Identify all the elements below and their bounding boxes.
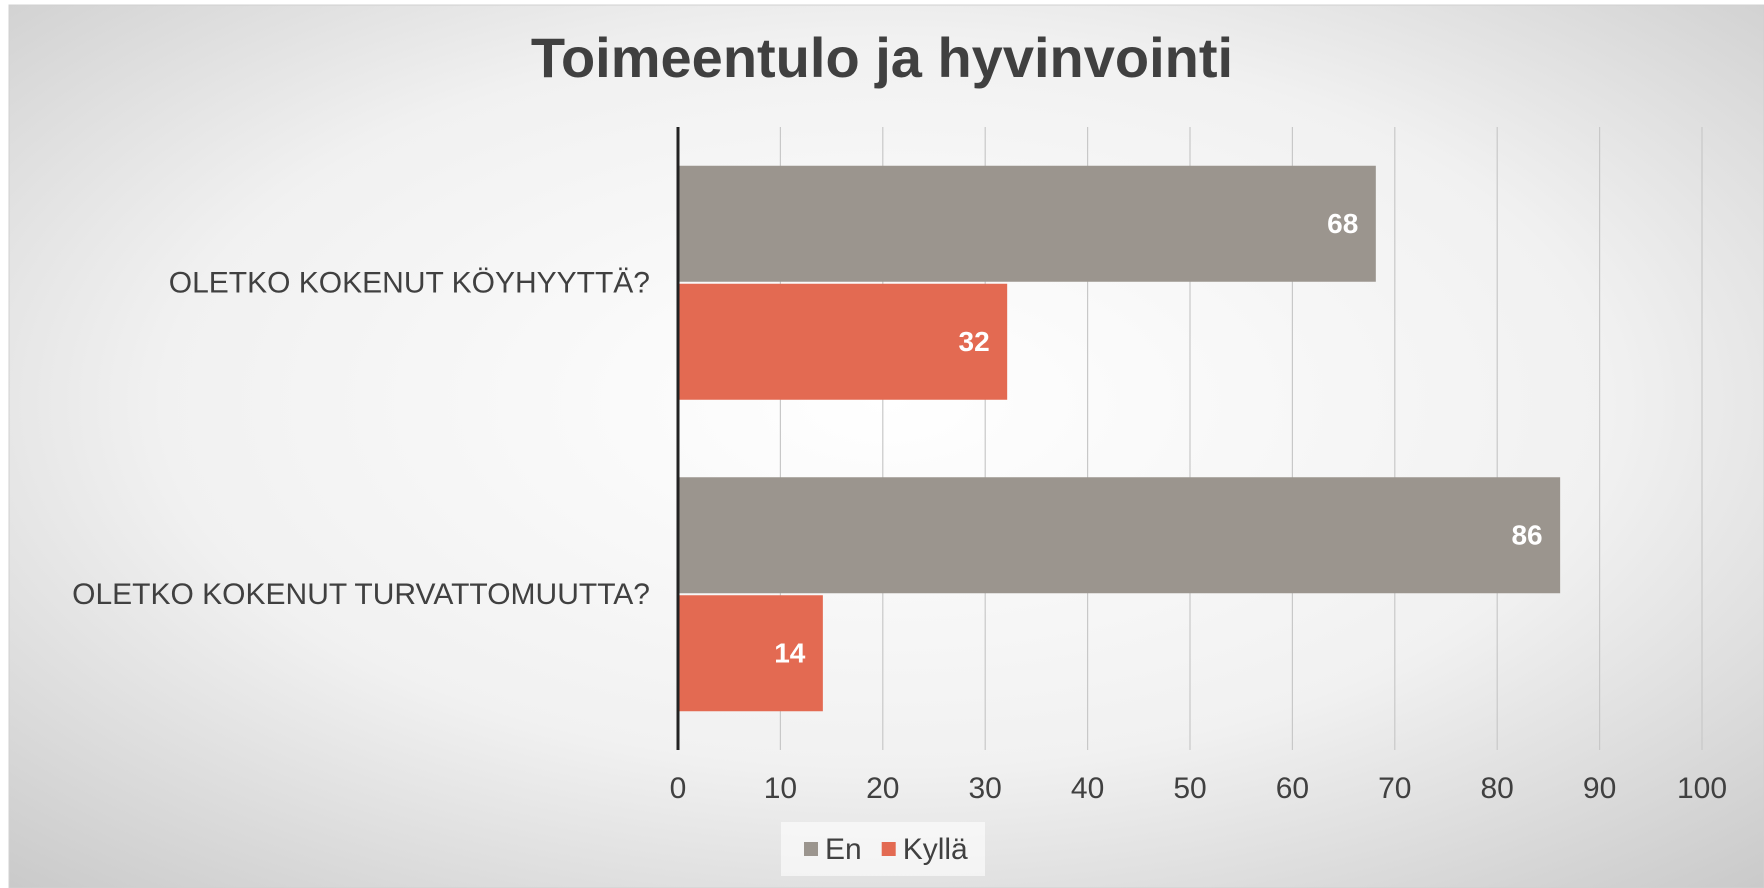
x-tick-label: 80 [1481, 772, 1514, 805]
x-tick-label: 90 [1583, 772, 1616, 805]
x-tick-label: 100 [1677, 772, 1727, 805]
bar [679, 477, 1561, 594]
bar [679, 165, 1376, 282]
x-tick-label: 60 [1276, 772, 1309, 805]
data-label: 14 [774, 638, 806, 669]
chart-area [8, 4, 1764, 888]
x-tick-label: 70 [1378, 772, 1411, 805]
bar [679, 595, 823, 712]
legend-swatch [804, 842, 818, 856]
legend-label: En [825, 833, 862, 866]
x-tick-label: 10 [764, 772, 797, 805]
data-label: 86 [1511, 520, 1542, 551]
x-tick-label: 0 [670, 772, 687, 805]
chart-title: Toimeentulo ja hyvinvointi [531, 26, 1233, 89]
x-tick-label: 20 [866, 772, 899, 805]
bar [679, 283, 1008, 400]
legend: En Kyllä [781, 822, 985, 876]
x-tick-label: 40 [1071, 772, 1104, 805]
y-tick-label: OLETKO KOKENUT TURVATTOMUUTTA? [72, 578, 650, 611]
x-tick-label: 50 [1173, 772, 1206, 805]
legend-label: Kyllä [903, 833, 968, 866]
data-label: 68 [1327, 208, 1358, 239]
data-label: 32 [959, 326, 990, 357]
legend-swatch [881, 842, 896, 856]
y-tick-label: OLETKO KOKENUT KÖYHYYTTÄ? [169, 267, 650, 300]
x-tick-label: 30 [969, 772, 1002, 805]
